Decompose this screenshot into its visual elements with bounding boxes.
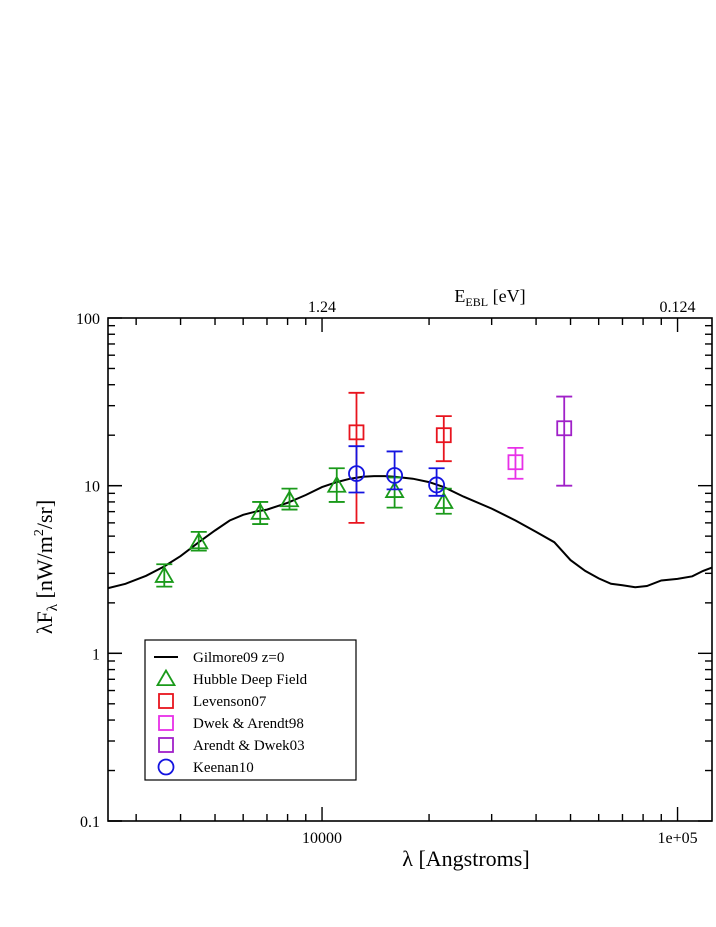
top-axis-ticks: 1.24 0.124 xyxy=(135,299,696,332)
x-tick-label: 1e+05 xyxy=(657,830,697,847)
series-arendt-dwek03 xyxy=(556,395,573,487)
y-axis-label: λFλ [nW/m2/sr] xyxy=(32,500,61,634)
data-point-triangle xyxy=(326,475,347,493)
data-point-square xyxy=(556,420,573,437)
x-tick-label: 10000 xyxy=(302,830,342,847)
legend: Gilmore09 z=0 Hubble Deep Field Levenson07… xyxy=(144,639,357,781)
model-curve-group xyxy=(108,475,712,590)
y-tick-label: 0.1 xyxy=(80,814,100,831)
y-tick-label: 1 xyxy=(92,646,100,663)
data-series-group xyxy=(154,391,573,588)
legend-label: Arendt & Dwek03 xyxy=(193,738,305,754)
data-point-triangle xyxy=(250,502,271,520)
data-point-triangle xyxy=(188,531,209,550)
legend-label: Keenan10 xyxy=(193,760,254,776)
series-keenan10 xyxy=(348,445,445,497)
plot-frame xyxy=(107,317,713,822)
top-axis-label: EEBL [eV] xyxy=(454,286,525,309)
legend-entries: Gilmore09 z=0 Hubble Deep Field Levenson07… xyxy=(154,650,308,776)
top-tick-label: 1.24 xyxy=(308,299,336,316)
legend-box xyxy=(144,639,357,781)
y-tick-label: 10 xyxy=(84,479,100,496)
x-axis-label: λ [Angstroms] xyxy=(402,846,529,871)
data-point-triangle xyxy=(154,565,175,583)
y-axis-ticks: 0.1 1 10 100 xyxy=(76,311,712,831)
data-point-square xyxy=(158,737,174,753)
data-point-circle xyxy=(428,476,445,494)
x-axis-ticks: 10000 1e+05 xyxy=(135,807,698,847)
data-point-circle xyxy=(386,467,404,484)
model-curve xyxy=(108,475,712,590)
series-hubble-deep-field xyxy=(154,467,454,588)
data-point-square xyxy=(348,424,365,441)
data-point-square xyxy=(158,715,174,731)
series-dwek-arendt98 xyxy=(507,446,524,480)
legend-label: Dwek & Arendt98 xyxy=(193,716,304,732)
legend-label: Gilmore09 z=0 xyxy=(193,650,284,666)
data-point-triangle xyxy=(433,491,454,509)
y-tick-label: 100 xyxy=(76,311,100,328)
data-point-circle xyxy=(348,465,365,483)
data-point-square xyxy=(435,427,452,444)
legend-label: Levenson07 xyxy=(193,694,267,710)
data-point-triangle xyxy=(155,668,177,687)
data-point-triangle xyxy=(279,489,300,508)
legend-label: Hubble Deep Field xyxy=(193,672,308,688)
data-point-circle xyxy=(157,758,175,776)
data-point-square xyxy=(158,693,174,709)
top-tick-label: 0.124 xyxy=(660,299,696,316)
data-point-square xyxy=(507,454,524,471)
